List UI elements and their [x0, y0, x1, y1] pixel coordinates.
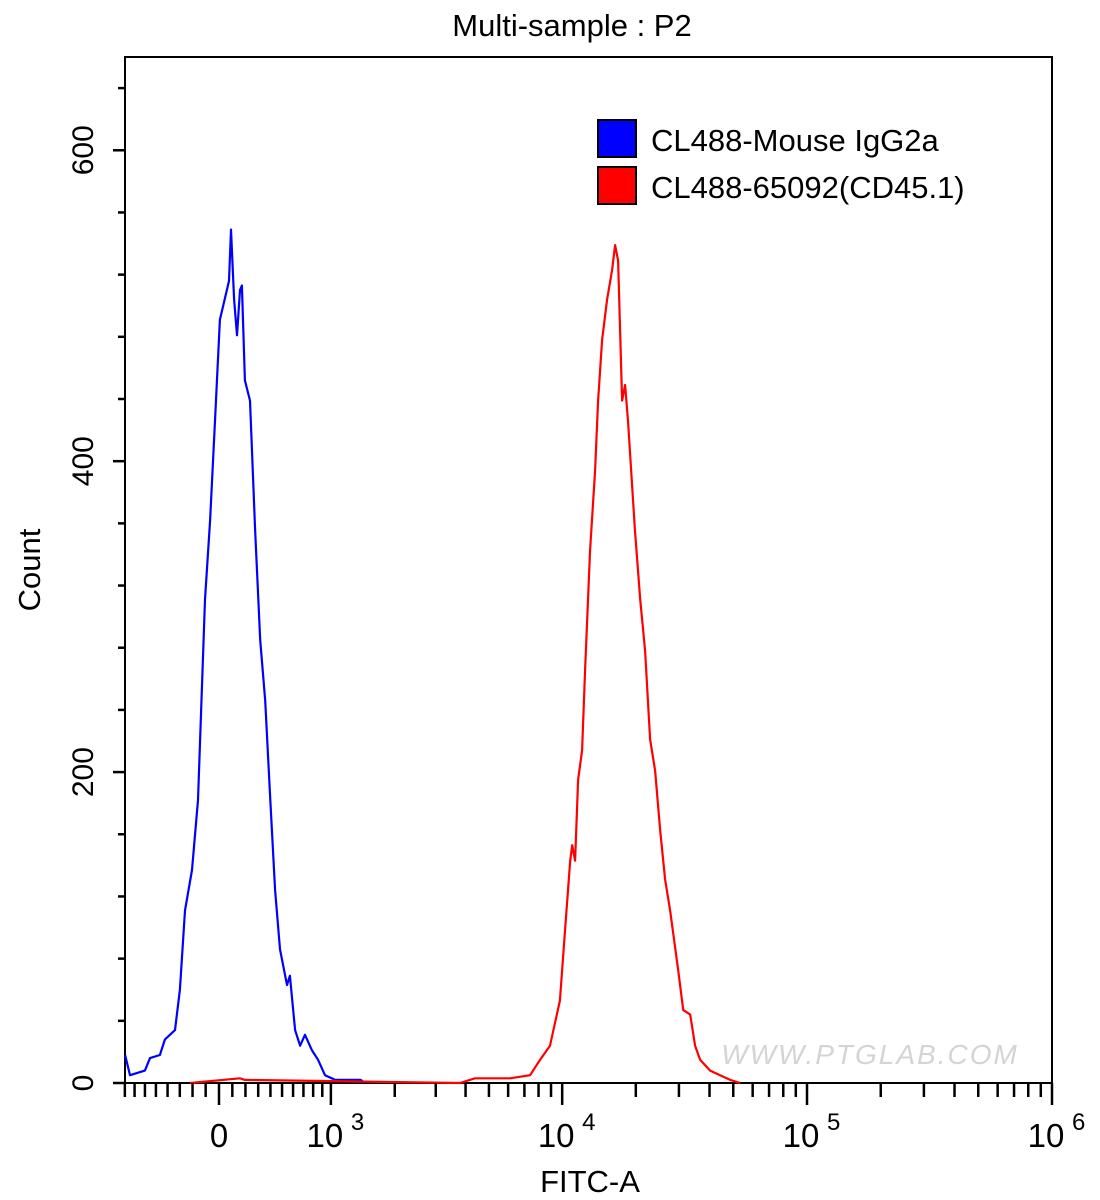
- plot-frame: [124, 56, 1053, 1084]
- y-tick-label: 600: [67, 125, 100, 175]
- legend: CL488-Mouse IgG2a CL488-65092(CD45.1): [597, 119, 965, 205]
- axes: 0 200 400 600 0 10 3 10 4 10 5 10 6: [67, 86, 1085, 1154]
- x-tick-label: 10: [783, 1117, 820, 1154]
- chart-title: Multi-sample : P2: [452, 8, 691, 43]
- x-tick-label: 0: [210, 1117, 228, 1154]
- y-tick-label: 200: [67, 747, 100, 797]
- watermark: WWW.PTGLAB.COM: [721, 1039, 1019, 1070]
- series-layer: [124, 228, 741, 1085]
- x-axis-label: FITC-A: [540, 1164, 640, 1199]
- x-tick-exponent: 4: [582, 1109, 595, 1136]
- series-line-1: [124, 228, 367, 1084]
- legend-label: CL488-65092(CD45.1): [651, 170, 965, 205]
- plot-border: [124, 56, 1053, 1084]
- series-line-2: [189, 244, 741, 1085]
- x-tick-label: 10: [1028, 1117, 1065, 1154]
- x-tick-exponent: 6: [1072, 1109, 1085, 1136]
- watermark-text: WWW.PTGLAB.COM: [721, 1039, 1019, 1070]
- y-axis-label: Count: [12, 528, 47, 611]
- x-tick-exponent: 3: [351, 1109, 364, 1136]
- legend-swatch: [597, 166, 637, 205]
- y-tick-label: 0: [67, 1075, 100, 1092]
- legend-label: CL488-Mouse IgG2a: [651, 123, 940, 158]
- x-tick-label: 10: [538, 1117, 575, 1154]
- x-tick-label: 10: [307, 1117, 344, 1154]
- y-tick-label: 400: [67, 436, 100, 486]
- legend-swatch: [597, 119, 637, 158]
- x-tick-exponent: 5: [827, 1109, 840, 1136]
